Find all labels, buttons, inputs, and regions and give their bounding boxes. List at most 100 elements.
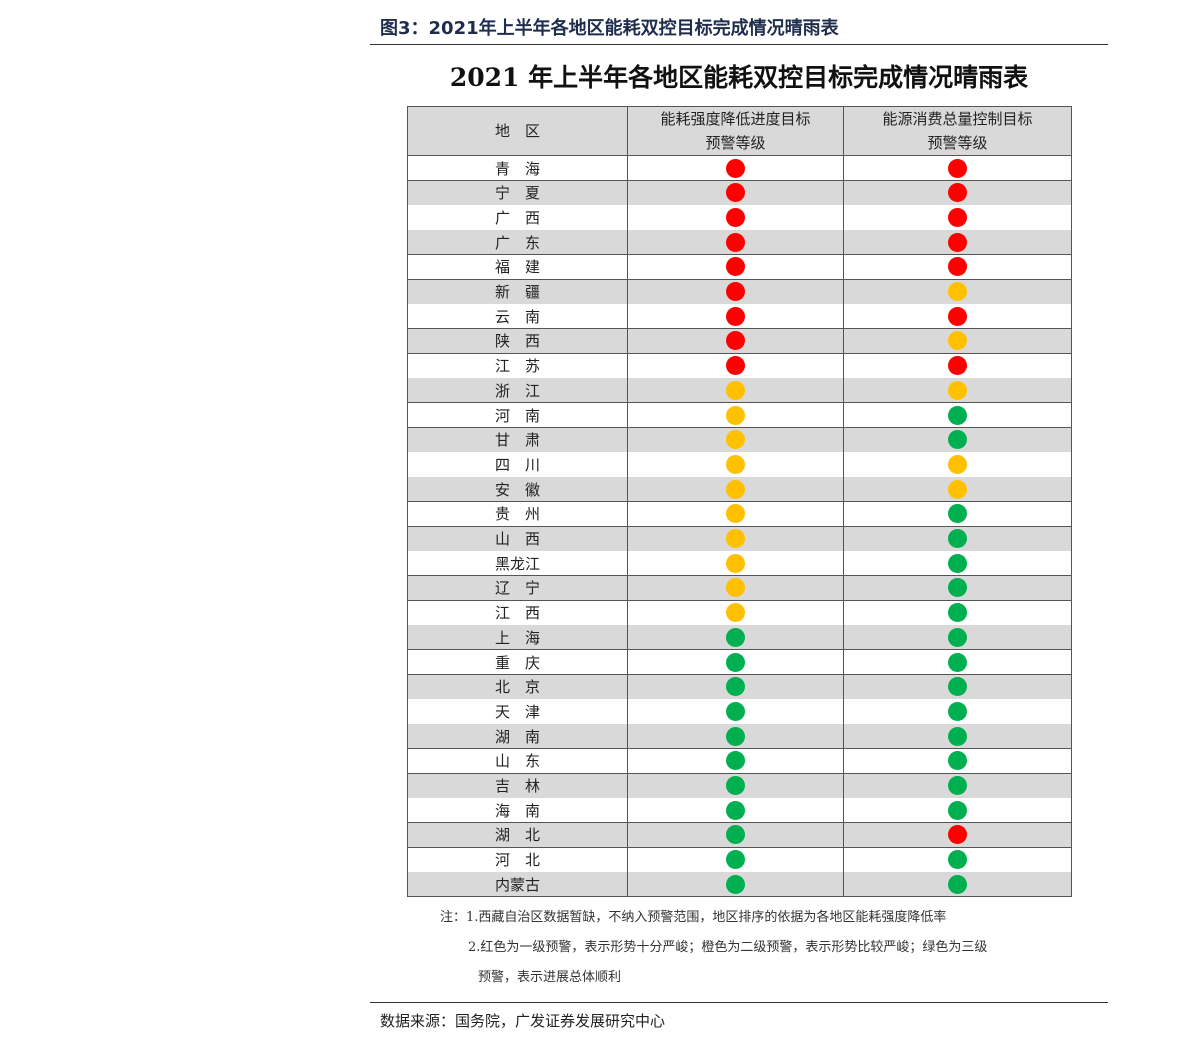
level-cell [844, 600, 1072, 626]
region-cell: 辽 宁 [408, 575, 628, 602]
level-cell [628, 650, 844, 676]
header-cell: 能耗强度降低进度目标 预警等级 [628, 107, 844, 156]
level-cell [844, 353, 1072, 379]
warning-dot [948, 158, 967, 178]
level-cell [628, 452, 844, 478]
header-text: 能耗强度降低进度目标 [660, 110, 811, 128]
level-cell [628, 230, 844, 256]
level-cell [844, 551, 1072, 577]
warning-dot [948, 356, 967, 376]
warning-dot [726, 627, 745, 647]
warning-dot [726, 331, 745, 351]
level-cell [628, 551, 844, 577]
warning-dot [948, 825, 967, 845]
warning-dot [948, 874, 967, 894]
region-cell: 云 南 [408, 304, 628, 330]
region-cell: 内蒙古 [408, 872, 628, 898]
level-cell [844, 328, 1072, 355]
level-cell [844, 501, 1072, 527]
level-cell [628, 674, 844, 700]
warning-dot [948, 603, 967, 623]
level-cell [844, 254, 1072, 280]
warning-dot [726, 800, 745, 820]
level-cell [628, 403, 844, 429]
level-cell [628, 279, 844, 305]
warning-dot [726, 207, 745, 227]
footer-rule [370, 1002, 1108, 1003]
warning-dot [726, 430, 745, 450]
level-cell [844, 205, 1072, 231]
warning-dot [726, 677, 745, 697]
note-line: 注：1.西藏自治区数据暂缺，不纳入预警范围，地区排序的依据为各地区能耗强度降低率 [440, 910, 947, 925]
region-cell: 浙 江 [408, 378, 628, 404]
level-cell [628, 575, 844, 602]
header-cell: 能源消费总量控制目标 预警等级 [844, 107, 1072, 156]
level-cell [844, 872, 1072, 898]
region-cell: 天 津 [408, 699, 628, 725]
level-cell [628, 180, 844, 206]
warning-dot [726, 158, 745, 178]
warning-dot [726, 356, 745, 376]
warning-dot [726, 578, 745, 598]
warning-dot [726, 232, 745, 252]
level-cell [844, 798, 1072, 824]
region-cell: 山 东 [408, 748, 628, 774]
table: 地 区能耗强度降低进度目标 预警等级 能源消费总量控制目标 预警等级青 海宁 夏广 西… [407, 106, 1072, 898]
warning-dot [948, 405, 967, 425]
warning-dot [948, 306, 967, 326]
header-text: 预警等级 [705, 134, 766, 152]
warning-dot [726, 405, 745, 425]
region-cell: 陕 西 [408, 328, 628, 355]
header-text: 预警等级 [927, 134, 988, 152]
warning-dot [948, 183, 967, 203]
region-cell: 河 北 [408, 847, 628, 873]
source: 数据来源：国务院，广发证券发展研究中心 [380, 1012, 666, 1030]
level-cell [628, 724, 844, 750]
level-cell [844, 304, 1072, 330]
region-cell: 湖 北 [408, 822, 628, 849]
level-cell [844, 699, 1072, 725]
level-cell [628, 328, 844, 355]
region-cell: 广 西 [408, 205, 628, 231]
warning-dot [726, 282, 745, 302]
level-cell [844, 748, 1072, 774]
warning-dot [948, 207, 967, 227]
warning-dot [726, 306, 745, 326]
warning-dot [948, 331, 967, 351]
warning-dot [726, 553, 745, 573]
warning-dot [948, 529, 967, 549]
level-cell [844, 279, 1072, 305]
warning-dot [948, 578, 967, 598]
warning-dot [726, 874, 745, 894]
warning-dot [948, 553, 967, 573]
region-cell: 青 海 [408, 156, 628, 182]
level-cell [628, 205, 844, 231]
warning-dot [726, 603, 745, 623]
warning-dot [726, 850, 745, 870]
level-cell [844, 674, 1072, 700]
level-cell [844, 403, 1072, 429]
note-line: 预警，表示进展总体顺利 [478, 970, 622, 985]
region-cell: 宁 夏 [408, 180, 628, 206]
region-cell: 江 苏 [408, 353, 628, 379]
level-cell [628, 156, 844, 182]
warning-dot [726, 751, 745, 771]
warning-dot [948, 479, 967, 499]
level-cell [628, 600, 844, 626]
figure-header: 图3：2021年上半年各地区能耗双控目标完成情况晴雨表 [380, 18, 839, 39]
level-cell [628, 798, 844, 824]
warning-dot [726, 380, 745, 400]
level-cell [628, 427, 844, 453]
warning-dot [726, 504, 745, 524]
level-cell [628, 625, 844, 651]
warning-dot [948, 627, 967, 647]
header-text: 能源消费总量控制目标 [882, 110, 1033, 128]
warning-dot [948, 257, 967, 277]
region-cell: 山 西 [408, 526, 628, 552]
warning-dot [948, 504, 967, 524]
warning-dot [726, 479, 745, 499]
level-cell [844, 230, 1072, 256]
region-cell: 广 东 [408, 230, 628, 256]
level-cell [628, 378, 844, 404]
warning-dot [948, 454, 967, 474]
